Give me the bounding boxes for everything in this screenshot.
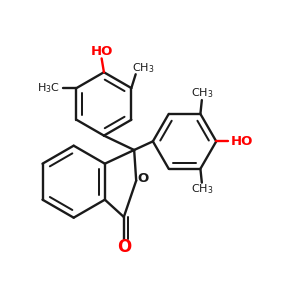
Text: HO: HO <box>90 45 113 58</box>
Text: CH$_3$: CH$_3$ <box>190 183 213 196</box>
Text: O: O <box>117 238 131 256</box>
Text: H$_3$C: H$_3$C <box>37 81 60 95</box>
Text: O: O <box>137 172 148 185</box>
Text: HO: HO <box>230 135 253 148</box>
Text: CH$_3$: CH$_3$ <box>132 61 155 75</box>
Text: CH$_3$: CH$_3$ <box>190 86 213 100</box>
